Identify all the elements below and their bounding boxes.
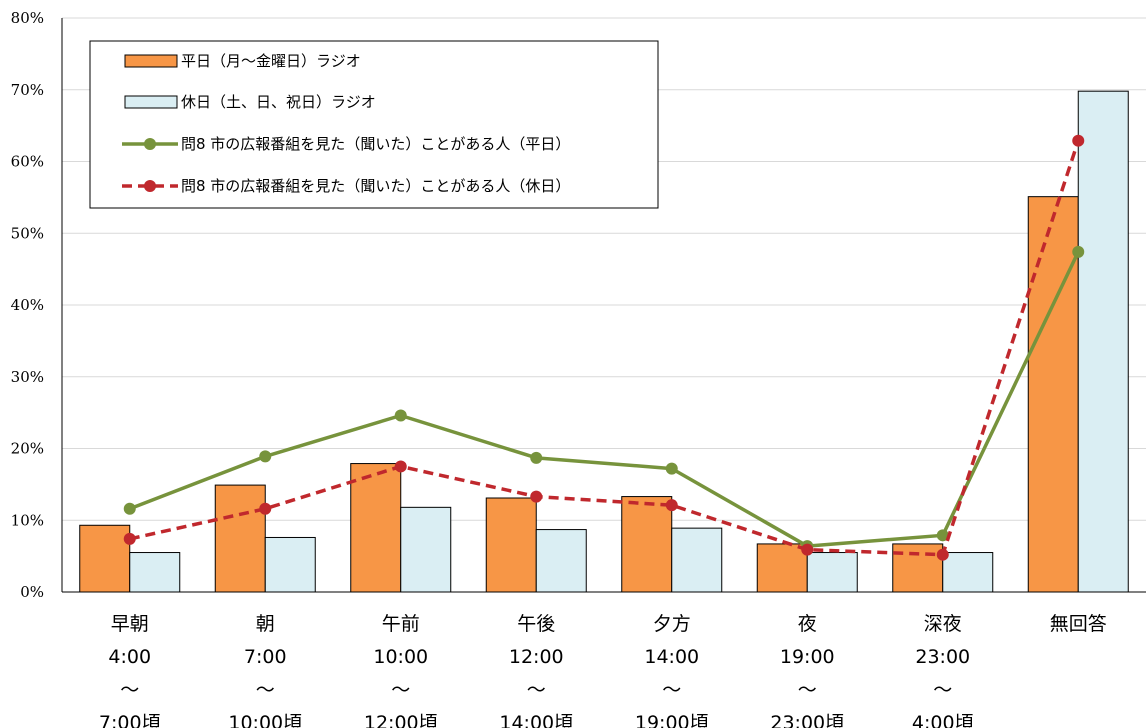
legend-swatch-marker xyxy=(144,138,156,150)
bar-weekday xyxy=(1027,196,1079,593)
y-tick-label: 40% xyxy=(11,296,44,314)
x-category-label: 朝 xyxy=(256,613,275,635)
x-category-label: 〜 xyxy=(798,679,817,701)
legend-label: 平日（月〜金曜日）ラジオ xyxy=(181,52,361,70)
y-tick-label: 70% xyxy=(11,81,44,99)
bar-holiday xyxy=(129,552,181,593)
x-category-label: 午前 xyxy=(382,613,420,635)
data-point-weekday xyxy=(1072,245,1085,258)
bar-weekday xyxy=(350,463,402,593)
x-category-label: 12:00 xyxy=(509,646,564,668)
legend-box xyxy=(89,40,659,209)
y-tick-label: 80% xyxy=(11,9,44,27)
x-category-label: 夕方 xyxy=(653,613,691,635)
data-point-weekday xyxy=(259,450,272,463)
bar-weekday xyxy=(485,497,537,593)
x-category-label: 〜 xyxy=(391,679,410,701)
x-category-label: 19:00頃 xyxy=(635,712,709,728)
bar-weekday xyxy=(756,543,808,593)
x-category-label: 4:00 xyxy=(108,646,151,668)
y-tick-label: 30% xyxy=(11,368,44,386)
x-category-label: 〜 xyxy=(120,679,139,701)
bar-holiday xyxy=(806,552,858,593)
y-tick-label: 50% xyxy=(11,224,44,242)
x-category-label: 10:00 xyxy=(373,646,428,668)
data-point-weekday xyxy=(530,451,543,464)
x-category-label: 14:00頃 xyxy=(499,712,573,728)
series-lines xyxy=(123,134,1085,561)
data-point-holiday xyxy=(936,548,949,561)
bar-holiday xyxy=(535,529,587,593)
bar-weekday xyxy=(892,543,944,593)
y-tick-label: 60% xyxy=(11,153,44,171)
x-category-label: 〜 xyxy=(527,679,546,701)
data-point-holiday xyxy=(123,532,136,545)
x-category-label: 午後 xyxy=(517,613,555,635)
x-category-label: 〜 xyxy=(256,679,275,701)
data-point-holiday xyxy=(530,490,543,503)
x-category-label: 12:00頃 xyxy=(364,712,438,728)
x-category-label: 〜 xyxy=(662,679,681,701)
x-category-label: 7:00頃 xyxy=(99,712,161,728)
y-axis: 0% 10% 20% 30% 40% 50% 60% 70% 80% xyxy=(11,9,63,601)
bars xyxy=(79,90,1129,593)
data-point-weekday xyxy=(123,502,136,515)
x-category-label: 19:00 xyxy=(780,646,835,668)
data-point-holiday xyxy=(1072,134,1085,147)
y-tick-label: 10% xyxy=(11,511,44,529)
legend-swatch xyxy=(124,95,178,109)
data-point-holiday xyxy=(394,460,407,473)
x-category-label: 早朝 xyxy=(111,613,149,635)
data-point-holiday xyxy=(259,502,272,515)
x-category-label: 10:00頃 xyxy=(228,712,302,728)
x-category-label: 4:00頃 xyxy=(912,712,974,728)
data-point-holiday xyxy=(801,543,814,556)
legend-label: 問8 市の広報番組を見た（聞いた）ことがある人（休日） xyxy=(181,177,570,195)
bar-weekday xyxy=(621,496,673,593)
bar-holiday xyxy=(400,506,452,593)
x-axis: 早朝 4:00 〜 7:00頃 朝 7:00 〜 10:00頃 午前 10:00 〜 12:00頃 午後… xyxy=(62,591,1146,728)
bar-holiday xyxy=(942,552,994,593)
x-category-label: 〜 xyxy=(933,679,952,701)
x-category-label: 夜 xyxy=(798,613,817,635)
legend-label: 問8 市の広報番組を見た（聞いた）ことがある人（平日） xyxy=(181,135,570,153)
legend-swatch xyxy=(124,54,178,68)
x-category-label: 14:00 xyxy=(644,646,699,668)
bar-weekday xyxy=(214,484,266,593)
x-category-label: 23:00 xyxy=(915,646,970,668)
legend-label: 休日（土、日、祝日）ラジオ xyxy=(181,93,376,111)
x-category-label: 7:00 xyxy=(244,646,287,668)
legend-swatch-marker xyxy=(144,180,156,192)
data-point-weekday xyxy=(665,462,678,475)
x-category-label: 23:00頃 xyxy=(770,712,844,728)
bar-weekday xyxy=(79,524,131,593)
bar-holiday xyxy=(671,527,723,593)
bar-holiday xyxy=(1077,90,1129,593)
y-tick-label: 20% xyxy=(11,440,44,458)
series-line-holiday xyxy=(129,140,1080,557)
data-point-holiday xyxy=(665,499,678,512)
x-category-label: 無回答 xyxy=(1050,613,1107,635)
data-point-weekday xyxy=(394,409,407,422)
data-point-weekday xyxy=(936,529,949,542)
bar-holiday xyxy=(264,536,316,593)
y-tick-label: 0% xyxy=(20,583,44,601)
x-category-label: 深夜 xyxy=(924,613,962,635)
series-line-weekday xyxy=(129,251,1080,548)
